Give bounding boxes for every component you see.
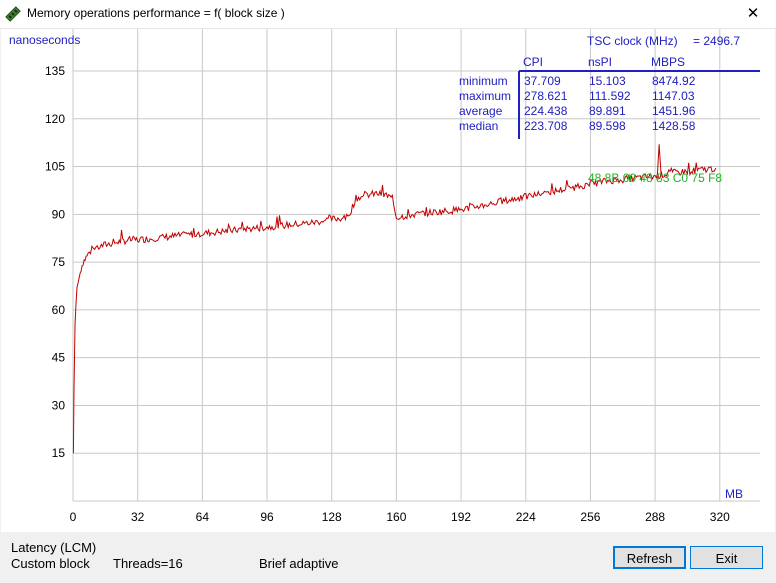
latency-chart: 0 32 64 96 128 160 192 224 256 288 320 15 30 45 60 75 90… [9, 29, 760, 524]
status-adaptive: Brief adaptive [259, 556, 339, 571]
stats-panel: TSC clock (MHz) = 2496.7 CPI nsPI MBPS m… [459, 34, 760, 185]
row-cpi: 37.709 [524, 74, 561, 88]
row-mbps: 1428.58 [652, 119, 696, 133]
x-tick-label: 64 [196, 510, 210, 524]
row-mbps: 1147.03 [652, 89, 695, 103]
instruction-bytes: 48 8B 00 48 83 C0 75 F8 [588, 171, 722, 185]
col-nspi: nsPI [588, 55, 612, 69]
row-cpi: 278.621 [524, 89, 568, 103]
tsc-label: TSC clock (MHz) [587, 34, 678, 48]
col-cpi: CPI [523, 55, 543, 69]
row-label: median [459, 119, 498, 133]
row-mbps: 1451.96 [652, 104, 696, 118]
x-tick-label: 224 [516, 510, 536, 524]
status-block: Custom block [11, 556, 90, 571]
y-axis-label: nanoseconds [9, 33, 80, 47]
y-tick-label: 45 [52, 351, 66, 365]
row-nspi: 89.598 [589, 119, 626, 133]
series [72, 144, 717, 454]
y-tick-label: 120 [45, 112, 65, 126]
exit-button[interactable]: Exit [690, 546, 763, 569]
plot-background [1, 29, 775, 532]
row-nspi: 89.891 [589, 104, 626, 118]
window-title: Memory operations performance = f( block… [27, 6, 285, 20]
memory-chip-icon [5, 6, 21, 22]
row-label: maximum [459, 89, 511, 103]
title-bar: Memory operations performance = f( block… [0, 0, 776, 29]
x-tick-label: 96 [260, 510, 274, 524]
y-tick-label: 60 [52, 303, 66, 317]
row-label: average [459, 104, 503, 118]
tsc-value: = 2496.7 [693, 34, 740, 48]
client-area: Latency (LCM) Custom block Threads=16 Br… [0, 29, 776, 583]
y-tick-label: 105 [45, 160, 65, 174]
y-tick-label: 30 [52, 398, 66, 412]
latency-series-line [72, 162, 717, 454]
x-tick-label: 192 [451, 510, 471, 524]
x-axis-label: MB [725, 487, 743, 501]
x-tick-label: 320 [710, 510, 730, 524]
y-tick-label: 135 [45, 64, 65, 78]
row-nspi: 15.103 [589, 74, 626, 88]
x-tick-label: 160 [386, 510, 406, 524]
y-tick-label: 90 [52, 207, 66, 221]
col-mbps: MBPS [651, 55, 685, 69]
axis-ticks: 0 32 64 96 128 160 192 224 256 288 320 15 30 45 60 75 90… [45, 64, 730, 524]
x-tick-label: 256 [580, 510, 600, 524]
status-threads: Threads=16 [113, 556, 183, 571]
row-mbps: 8474.92 [652, 74, 696, 88]
row-cpi: 223.708 [524, 119, 568, 133]
row-nspi: 111.592 [589, 89, 631, 103]
close-icon[interactable]: ✕ [746, 5, 760, 22]
x-tick-label: 32 [131, 510, 145, 524]
y-tick-label: 75 [52, 255, 66, 269]
latency-spike [656, 144, 662, 180]
x-tick-label: 0 [70, 510, 77, 524]
status-mode: Latency (LCM) [11, 540, 97, 555]
row-cpi: 224.438 [524, 104, 568, 118]
refresh-button[interactable]: Refresh [613, 546, 686, 569]
y-tick-label: 15 [52, 446, 66, 460]
x-tick-label: 128 [322, 510, 342, 524]
x-tick-label: 288 [645, 510, 665, 524]
row-label: minimum [459, 74, 508, 88]
